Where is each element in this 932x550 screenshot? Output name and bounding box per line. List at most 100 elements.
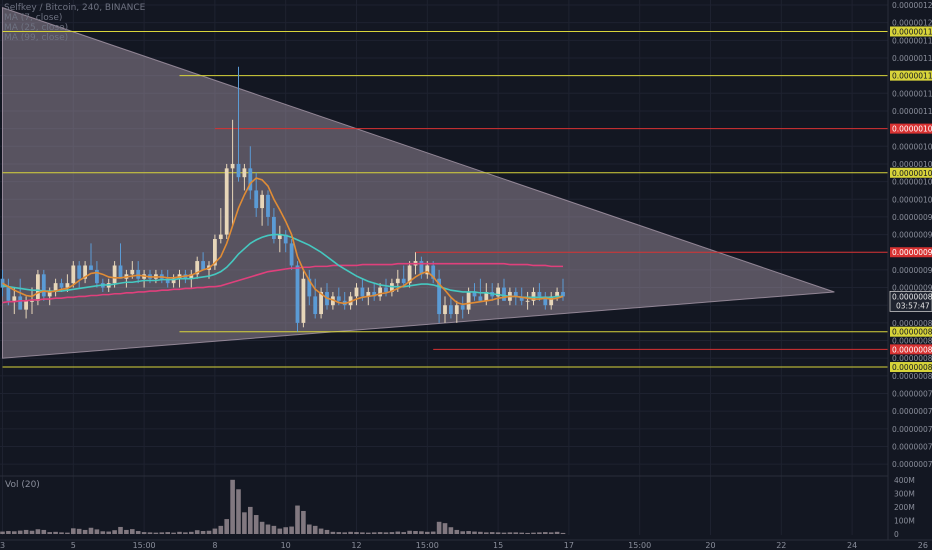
volume-bar xyxy=(560,532,566,534)
volume-bar xyxy=(425,531,430,534)
candle-body xyxy=(65,283,70,288)
candle-body xyxy=(89,265,93,270)
volume-bar xyxy=(330,531,336,534)
level-price-badge-label: 0.00000085 xyxy=(892,328,932,337)
candle-body xyxy=(189,274,194,279)
candle-body xyxy=(242,168,247,178)
volume-bar xyxy=(371,532,377,534)
volume-bar xyxy=(271,525,277,534)
time-tick-label: 24 xyxy=(847,541,857,550)
volume-bar xyxy=(253,515,259,534)
candle-body xyxy=(366,291,371,297)
candle-body xyxy=(289,243,294,266)
candle-body xyxy=(41,274,46,297)
time-tick-label: 10 xyxy=(281,541,291,550)
level-price-badge-bg xyxy=(890,362,932,373)
volume-tick-label: 100M xyxy=(894,516,915,525)
volume-tick-label: 0 xyxy=(894,530,899,539)
candle-body xyxy=(254,190,259,209)
candle-body xyxy=(496,287,500,297)
volume-bar xyxy=(12,531,17,534)
volume-bar xyxy=(548,532,554,534)
symbol-title: Selfkey / Bitcoin, 240, BINANCE xyxy=(4,3,146,13)
volume-bar xyxy=(153,532,159,534)
volume-bar xyxy=(212,528,218,534)
time-tick-label: 3 xyxy=(0,541,5,550)
volume-bar xyxy=(478,531,483,534)
candle-body xyxy=(236,163,241,178)
candle-body xyxy=(549,296,554,306)
volume-axis-labels: 400M 300M 200M 100M 0 xyxy=(894,476,915,539)
volume-bar xyxy=(65,532,70,534)
legend-ma7: MA (7, close) xyxy=(4,13,63,23)
volume-bar xyxy=(377,532,383,534)
volume-bar xyxy=(419,531,424,534)
price-tick-label: 0.00000102 xyxy=(892,178,932,187)
candle-body xyxy=(372,291,377,297)
candle-body xyxy=(277,234,282,239)
volume-bar xyxy=(301,510,306,534)
price-tick-label: 0.00000072 xyxy=(892,443,932,452)
volume-bar xyxy=(466,531,471,534)
candle-body xyxy=(53,283,58,292)
volume-bar xyxy=(336,532,342,534)
candle-body xyxy=(130,269,135,275)
price-tick-label: 0.00000098 xyxy=(892,213,932,222)
volume-bar xyxy=(41,529,47,534)
volume-bar xyxy=(519,532,524,534)
candle-body xyxy=(472,291,477,297)
volume-bar xyxy=(342,532,347,534)
candle-body xyxy=(18,296,23,310)
volume-bar xyxy=(318,528,324,534)
candle-body xyxy=(519,296,524,301)
candle-body xyxy=(260,194,264,209)
candle-body xyxy=(348,296,353,306)
level-price-badge-bg xyxy=(890,326,932,337)
price-tick-label: 0.00000122 xyxy=(892,1,932,10)
volume-bar xyxy=(265,524,271,534)
candle-body xyxy=(47,291,52,297)
candle-body xyxy=(12,296,17,301)
ma99-line xyxy=(2,262,563,304)
candle-body xyxy=(395,278,400,284)
candles xyxy=(0,66,565,332)
candle-body xyxy=(555,291,559,297)
candle-body xyxy=(224,168,229,235)
price-tick-label: 0.00000118 xyxy=(892,36,932,45)
volume-bar xyxy=(395,531,401,534)
candle-body xyxy=(77,265,82,279)
time-tick-label: 15:00 xyxy=(416,541,439,550)
candle-body xyxy=(336,296,341,301)
volume-bar xyxy=(495,532,501,534)
volume-bar xyxy=(59,532,64,534)
volume-tick-label: 300M xyxy=(894,489,915,498)
volume-bar xyxy=(206,530,212,534)
candle-body xyxy=(478,296,483,301)
volume-bar xyxy=(531,532,536,534)
volume-tick-label: 400M xyxy=(894,476,915,485)
candle-body xyxy=(537,291,542,297)
candle-body xyxy=(248,168,253,191)
volume-bar xyxy=(277,528,283,534)
volume-bar xyxy=(0,531,5,534)
candle-body xyxy=(360,287,365,297)
volume-bar xyxy=(348,531,353,534)
volume-bar xyxy=(94,529,100,534)
candle-body xyxy=(378,287,382,297)
level-price-badge-label: 0.00000119 xyxy=(892,27,932,36)
candle-body xyxy=(307,278,312,297)
price-tick-label: 0.00000106 xyxy=(892,142,932,151)
candle-body xyxy=(513,291,518,297)
time-tick-label: 5 xyxy=(71,541,76,550)
countdown-label: 03:57:47 xyxy=(896,301,930,310)
price-tick-label: 0.00000084 xyxy=(892,337,932,346)
candle-body xyxy=(502,287,506,301)
candle-body xyxy=(525,300,530,302)
time-tick-label: 22 xyxy=(776,541,786,550)
volume-tick-label: 200M xyxy=(894,503,915,512)
volume-bar xyxy=(401,532,406,534)
